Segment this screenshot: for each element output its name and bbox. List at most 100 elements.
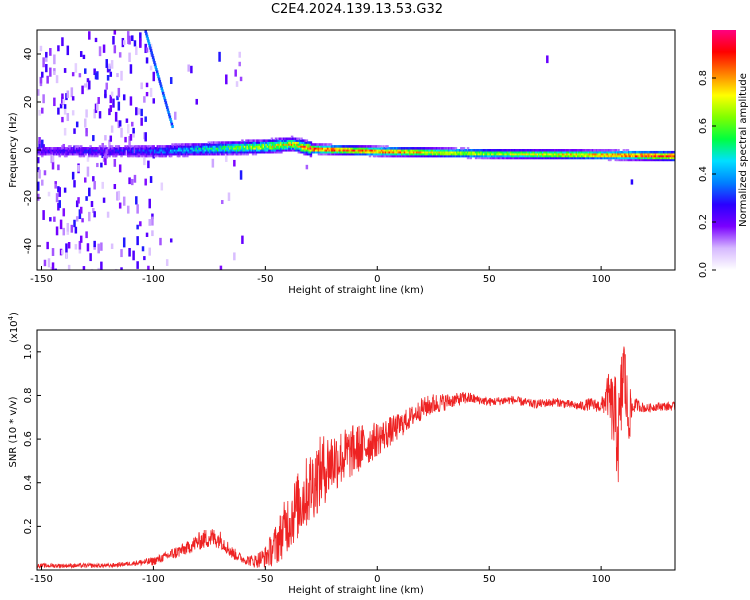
spectrogram-cell [372, 145, 376, 148]
spectrogram-cell [542, 154, 545, 158]
spectrogram-cell [38, 137, 41, 145]
spectrogram-cell [51, 161, 55, 170]
spectrogram-cell [268, 149, 271, 152]
spectrogram-cell [433, 150, 436, 154]
spectrogram-cell [571, 156, 575, 160]
spectrogram-cell [422, 147, 425, 150]
spectrogram-cell [101, 147, 104, 150]
spectrogram-cell [324, 145, 327, 148]
spectrogram-cell [568, 152, 572, 156]
spectrogram-cell [609, 154, 612, 158]
spectrogram-cell [649, 152, 652, 156]
spectrogram-cell [642, 152, 646, 156]
spectrogram-cell [199, 147, 203, 150]
spectrogram-cell [53, 54, 56, 65]
spectrogram-cell [235, 143, 239, 146]
spectrogram-cell [151, 53, 154, 57]
spectrogram-cell [195, 145, 198, 148]
spectrogram-cell [183, 149, 186, 152]
spectrogram-cell [609, 152, 612, 156]
spectrogram-cell [645, 150, 648, 154]
spectrogram-cell [617, 154, 620, 158]
spectrogram-cell [207, 145, 211, 148]
spectrogram-cell [45, 64, 48, 73]
spectrogram-cell [533, 156, 537, 160]
spectrogram-cell [352, 152, 356, 156]
spectrogram-cell [245, 152, 248, 156]
spectrogram-cell [253, 139, 256, 142]
spectrogram-cell [374, 147, 377, 150]
spectrogram-cell [254, 152, 258, 156]
spectrogram-cell [136, 154, 139, 158]
spectrogram-cell [320, 145, 323, 148]
spectrogram-cell [441, 147, 444, 150]
spectrogram-cell [665, 154, 669, 158]
spectrogram-cell [100, 150, 103, 154]
spectrogram-cell [329, 145, 333, 148]
spectrogram-cell [237, 147, 240, 150]
spectrogram-cell [546, 152, 549, 156]
spectrogram-cell [652, 154, 655, 158]
spectrogram-cell [165, 147, 169, 150]
spectrogram-cell [124, 147, 127, 150]
spectrogram-cell [113, 152, 117, 156]
spectrogram-cell [543, 150, 546, 154]
spectrogram-cell [345, 149, 349, 152]
spectrogram-cell [418, 149, 421, 152]
spectrogram-cell [445, 149, 448, 152]
spectrogram-cell [230, 147, 233, 150]
spectrogram-cell [434, 149, 438, 152]
spectrogram-cell [116, 191, 119, 201]
spectrogram-cell [630, 150, 634, 154]
spectrogram-cell [281, 143, 284, 146]
spectrogram-cell [246, 139, 250, 142]
spectrogram-cell [175, 149, 178, 152]
spectrogram-cell [214, 143, 217, 146]
spectrogram-cell [546, 55, 549, 64]
spectrogram-cell [368, 149, 372, 152]
spectrogram-cell [290, 147, 294, 150]
spectrogram-cell [153, 63, 157, 67]
spectrogram-cell [481, 154, 485, 158]
spectrogram-cell [67, 152, 71, 156]
spectrogram-cell [41, 149, 44, 152]
spectrogram-cell [469, 156, 472, 160]
spectrogram-cell [43, 152, 47, 156]
spectrogram-cell [69, 147, 72, 150]
spectrogram-cell [144, 147, 147, 150]
spectrogram-cell [360, 149, 364, 152]
spectrogram-cell [151, 56, 155, 60]
spectrogram-cell [579, 154, 583, 158]
spectrogram-cell [249, 145, 252, 148]
spectrogram-cell [132, 147, 135, 150]
spectrogram-cell [65, 149, 68, 152]
spectrogram-cell [319, 147, 322, 150]
spectrogram-cell [527, 156, 530, 160]
spectrogram-cell [386, 152, 389, 156]
spectrogram-cell [255, 145, 259, 148]
spectrogram-cell [516, 154, 520, 158]
spectrogram-cell [278, 143, 282, 146]
spectrogram-cell [347, 149, 350, 152]
spectrogram-cell [215, 150, 219, 154]
spectrogram-cell [415, 152, 419, 156]
spectrogram-cell [183, 154, 186, 158]
spectrogram-cell [164, 150, 168, 154]
spectrogram-cell [272, 145, 275, 148]
spectrogram-cell [55, 149, 59, 152]
spectrogram-cell [621, 158, 624, 162]
spectrogram-cell [305, 147, 309, 150]
spectrogram-cell [289, 141, 293, 144]
spectrogram-cell [302, 152, 306, 156]
spectrogram-cell [145, 32, 148, 36]
spectrogram-cell [462, 150, 466, 154]
spectrogram-cell [280, 149, 283, 152]
spectrogram-cell [610, 150, 614, 154]
spectrogram-cell [304, 152, 307, 156]
spectrogram-cell [160, 145, 164, 148]
spectrogram-cell [665, 150, 669, 154]
spectrogram-cell [622, 152, 626, 156]
spectrogram-cell [598, 156, 601, 160]
spectrogram-cell [75, 200, 79, 208]
spectrogram-cell [349, 149, 353, 152]
